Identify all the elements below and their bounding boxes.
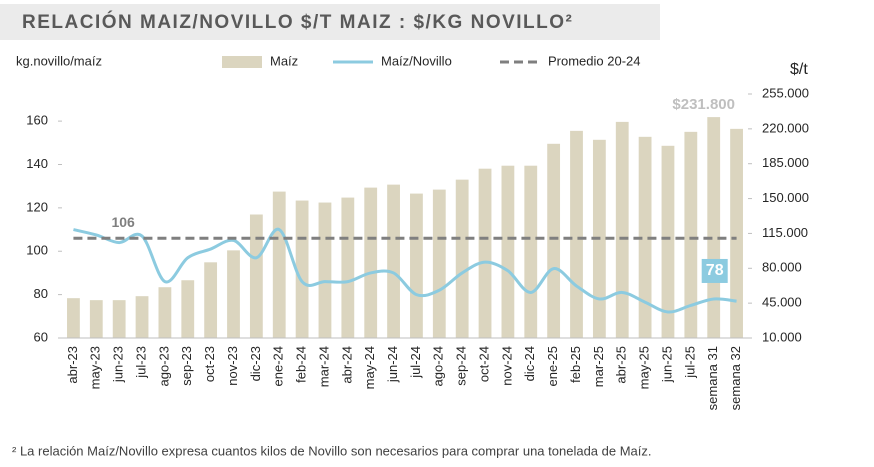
y2-tick-label: 220.000	[762, 120, 809, 135]
bar	[318, 202, 332, 338]
x-tick-label: jun-24	[385, 346, 400, 383]
x-tick-label: nov-23	[225, 346, 240, 386]
legend-label: Maíz	[270, 53, 298, 68]
x-tick-label: jun-23	[111, 346, 126, 383]
y2-tick-label: 115.000	[762, 225, 808, 240]
bar	[501, 165, 515, 338]
x-tick-label: dic-24	[522, 346, 537, 381]
bar	[67, 298, 80, 338]
x-tick-label: mar-24	[316, 346, 331, 387]
y-tick-label: 160	[26, 113, 48, 128]
footnote: ² La relación Maíz/Novillo expresa cuant…	[12, 443, 652, 458]
x-tick-label: mar-25	[591, 346, 606, 387]
bar	[295, 200, 309, 338]
bar	[684, 131, 698, 338]
x-tick-label: oct-24	[476, 346, 491, 382]
x-tick-label: semana 31	[705, 346, 720, 410]
bar	[249, 214, 263, 338]
x-tick-label: ene-24	[271, 346, 286, 386]
x-tick-label: oct-23	[202, 346, 217, 382]
bar	[227, 250, 240, 338]
legend-swatch	[222, 56, 262, 68]
bar	[387, 184, 400, 338]
x-tick-label: may-24	[362, 346, 377, 389]
data-label: 78	[706, 262, 724, 279]
x-tick-label: jul-24	[408, 346, 423, 379]
x-tick-label: ago-24	[431, 346, 446, 386]
bar	[112, 300, 126, 338]
bar	[524, 165, 538, 338]
data-label: $231.800	[672, 96, 735, 113]
chart-title: RELACIÓN MAIZ/NOVILLO $/T MAIZ : $/KG NO…	[22, 11, 573, 33]
bar	[707, 117, 721, 338]
bar	[158, 287, 172, 338]
x-tick-label: nov-24	[499, 346, 514, 386]
x-tick-label: ene-25	[545, 346, 560, 386]
bar	[364, 187, 378, 338]
y2-tick-label: 185.000	[762, 155, 809, 170]
data-label-box	[701, 258, 728, 283]
bar	[204, 262, 218, 338]
bar	[570, 130, 583, 338]
y2-tick-label: 10.000	[762, 329, 802, 344]
y-tick-label: 120	[26, 199, 48, 214]
y2-tick-label: 150.000	[762, 190, 809, 205]
x-tick-label: jul-25	[682, 346, 697, 379]
x-tick-label: may-23	[88, 346, 103, 389]
y-tick-label: 140	[26, 156, 48, 171]
line	[73, 228, 737, 314]
legend-label: Promedio 20-24	[548, 53, 641, 68]
bar	[661, 145, 675, 338]
bar	[730, 128, 743, 338]
y-tick-label: 100	[26, 243, 48, 258]
x-tick-label: abr-24	[339, 346, 354, 384]
bar	[638, 136, 652, 338]
bar	[89, 300, 103, 338]
x-tick-label: dic-23	[248, 346, 263, 381]
x-tick-label: semana 32	[728, 346, 743, 410]
title-band	[0, 4, 660, 40]
x-tick-label: feb-25	[568, 346, 583, 383]
bar	[341, 197, 355, 338]
y2-tick-label: 255.000	[762, 85, 809, 100]
bar	[478, 168, 492, 338]
y2-tick-label: 45.000	[762, 295, 802, 310]
y2-axis-label: $/t	[790, 61, 808, 78]
x-tick-label: jun-25	[659, 346, 674, 383]
x-tick-label: jul-23	[133, 346, 148, 379]
data-label: 106	[111, 214, 135, 230]
x-tick-label: sep-23	[179, 346, 194, 386]
x-tick-label: may-25	[637, 346, 652, 389]
bar	[547, 143, 561, 338]
y-tick-label: 80	[34, 286, 48, 301]
x-tick-label: abr-25	[614, 346, 629, 384]
bar	[181, 280, 195, 338]
bar	[272, 191, 286, 338]
x-tick-label: feb-24	[294, 346, 309, 383]
y-tick-label: 60	[34, 329, 48, 344]
bar	[455, 179, 469, 338]
x-tick-label: abr-23	[65, 346, 80, 384]
bar	[410, 193, 423, 338]
x-tick-label: sep-24	[454, 346, 469, 386]
x-tick-label: ago-23	[156, 346, 171, 386]
bar	[135, 296, 149, 338]
y2-tick-label: 80.000	[762, 260, 802, 275]
bar	[432, 189, 446, 338]
bar	[615, 121, 629, 338]
legend-label: Maíz/Novillo	[381, 53, 452, 68]
y-axis-label: kg.novillo/maíz	[16, 53, 102, 68]
